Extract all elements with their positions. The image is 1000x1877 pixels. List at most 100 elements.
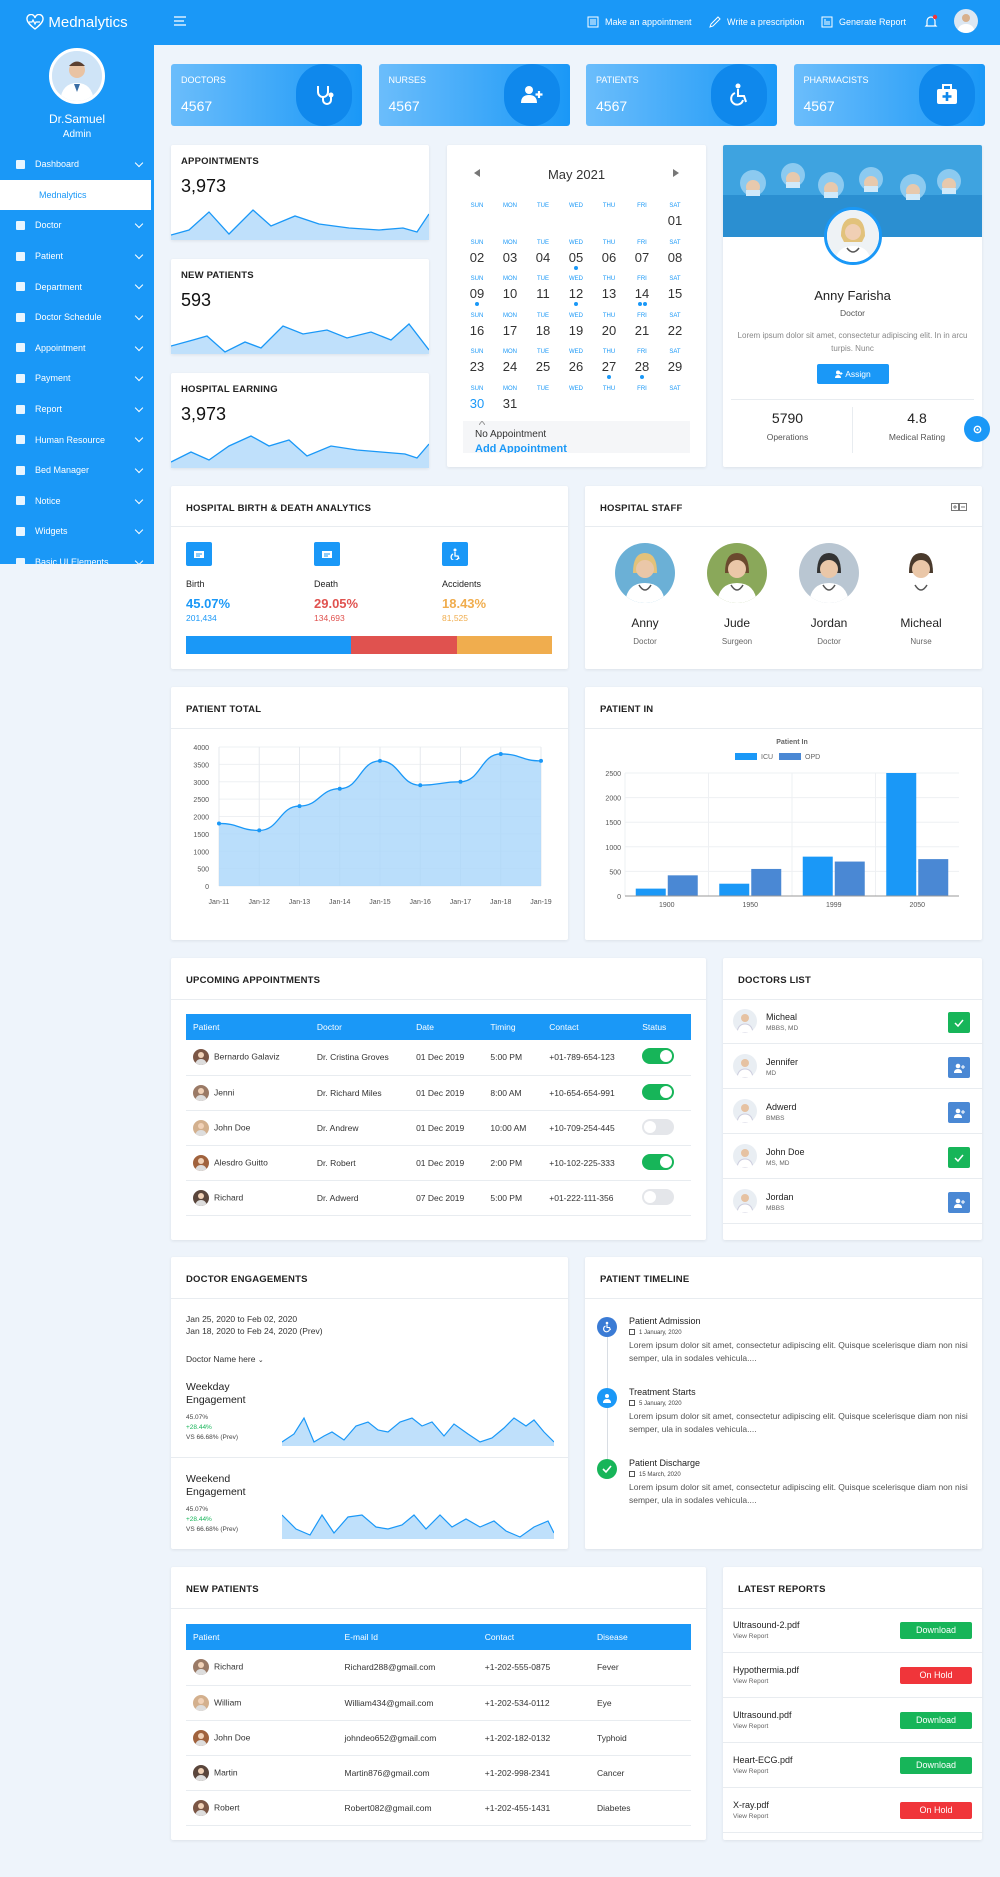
top-avatar[interactable] [954,9,978,33]
on-hold-button[interactable]: On Hold [900,1667,972,1684]
status-toggle[interactable] [642,1118,675,1135]
calendar-day[interactable]: MON 24 [495,349,525,374]
bar-opd[interactable] [918,859,949,896]
report-item[interactable]: Hypothermia.pdf View Report On Hold [723,1653,983,1698]
table-row[interactable]: Jenni Dr. Richard Miles 01 Dec 2019 8:00 AM… [186,1075,691,1111]
on-hold-button[interactable]: On Hold [900,1802,972,1819]
status-toggle[interactable] [642,1048,675,1065]
calendar-day[interactable]: SUN 09 [462,276,492,306]
bar-opd[interactable] [751,868,782,896]
download-button[interactable]: Download [900,1757,972,1774]
calendar-day[interactable]: TUE 11 [528,276,558,301]
view-report-link[interactable]: View Report [733,1678,769,1685]
table-row[interactable]: Richard Dr. Adwerd 07 Dec 2019 5:00 PM +01-2… [186,1180,691,1216]
calendar-day[interactable]: TUE 04 [528,240,558,265]
stat-card-doctors[interactable]: DOCTORS 4567 [171,64,362,126]
calendar-day[interactable]: FRI 07 [627,240,657,265]
sidebar-item-doctor-schedule[interactable]: Doctor Schedule [0,302,154,333]
staff-member-micheal[interactable]: Micheal Nurse [876,543,966,646]
stat-card-patients[interactable]: PATIENTS 4567 [586,64,777,126]
doctor-name-dropdown[interactable]: Doctor Name here ⌄ [186,1354,264,1364]
hamburger-icon[interactable] [174,16,186,26]
sidebar-item-human-resource[interactable]: Human Resource [0,424,154,455]
table-row[interactable]: Robert Robert082@gmail.com +1-202-455-1431… [186,1790,691,1826]
doctor-list-item[interactable]: Jordan MBBS [723,1179,983,1224]
calendar-day[interactable]: WED 26 [561,349,591,374]
assign-doctor-button[interactable] [948,1057,970,1078]
sidebar-item-payment[interactable]: Payment [0,363,154,394]
make-appointment-button[interactable]: Make an appointment [587,16,692,28]
download-button[interactable]: Download [900,1622,972,1639]
bar-icu[interactable] [802,856,833,896]
view-report-link[interactable]: View Report [733,1633,769,1640]
calendar-day[interactable]: SUN 16 [462,313,492,338]
view-report-link[interactable]: View Report [733,1768,769,1775]
data-point[interactable] [498,751,503,756]
table-row[interactable]: John Doe johndeo652@gmail.com +1-202-182-0… [186,1720,691,1756]
next-month-icon[interactable] [673,169,679,177]
stat-card-pharmacists[interactable]: PHARMACISTS 4567 [793,64,985,126]
doctor-list-item[interactable]: Micheal MBBS, MD [723,999,983,1044]
report-item[interactable]: Ultrasound-2.pdf View Report Download [723,1608,983,1653]
staff-member-jude[interactable]: Jude Surgeon [692,543,782,646]
data-point[interactable] [337,786,342,791]
doctor-list-item[interactable]: John Doe MS, MD [723,1134,983,1179]
sidebar-item-doctor[interactable]: Doctor [0,210,154,241]
calendar-day[interactable]: MON 17 [495,313,525,338]
bar-icu[interactable] [886,773,917,896]
calendar-day[interactable]: SAT 08 [660,240,690,265]
sidebar-item-mednalytics[interactable]: Mednalytics [0,179,154,211]
sidebar-item-department[interactable]: Department [0,271,154,302]
data-point[interactable] [418,783,423,788]
status-toggle[interactable] [642,1153,675,1170]
assign-button[interactable]: Assign [817,364,889,384]
doctor-list-item[interactable]: Jennifer MD [723,1044,983,1089]
calendar-day[interactable]: THU 06 [594,240,624,265]
table-row[interactable]: Richard Richard288@gmail.com +1-202-555-08… [186,1650,691,1686]
download-button[interactable]: Download [900,1712,972,1729]
data-point[interactable] [257,828,262,833]
calendar-day[interactable]: WED 05 [561,240,591,270]
bar-icu[interactable] [635,888,666,896]
status-toggle[interactable] [642,1188,675,1205]
expand-icon[interactable] [951,503,967,511]
calendar-day[interactable]: MON 10 [495,276,525,301]
view-report-link[interactable]: View Report [733,1723,769,1730]
calendar-day[interactable]: FRI 14 [627,276,657,306]
generate-report-button[interactable]: Generate Report [821,16,906,28]
calendar-day[interactable]: MON 03 [495,240,525,265]
data-point[interactable] [539,758,543,763]
calendar-day[interactable]: SAT 22 [660,313,690,338]
bar-icu[interactable] [719,883,750,896]
calendar-day[interactable]: TUE 18 [528,313,558,338]
calendar-day[interactable]: THU 13 [594,276,624,301]
data-point[interactable] [378,758,382,763]
table-row[interactable]: John Doe Dr. Andrew 01 Dec 2019 10:00 AM +10… [186,1110,691,1146]
calendar-day[interactable]: SAT 15 [660,276,690,301]
calendar-day[interactable]: SUN 30 [462,386,492,411]
calendar-day[interactable]: SUN 23 [462,349,492,374]
sidebar-item-bed-manager[interactable]: Bed Manager [0,455,154,486]
doctor-list-item[interactable]: Adwerd BMBS [723,1089,983,1134]
prev-month-icon[interactable] [474,169,480,177]
approve-button[interactable] [948,1147,970,1168]
calendar-day[interactable]: FRI 28 [627,349,657,379]
sidebar-item-notice[interactable]: Notice [0,486,154,517]
staff-member-anny[interactable]: Anny Doctor [600,543,690,646]
sidebar-item-appointment[interactable]: Appointment [0,333,154,364]
calendar-day[interactable]: FRI 21 [627,313,657,338]
data-point[interactable] [297,804,302,809]
sidebar-item-widgets[interactable]: Widgets [0,516,154,547]
sidebar-item-dashboard[interactable]: Dashboard [0,149,154,180]
sidebar-item-basic-ui-elements[interactable]: Basic UI Elements [0,547,154,564]
data-point[interactable] [458,779,463,784]
calendar-day[interactable]: TUE 25 [528,349,558,374]
bar-opd[interactable] [667,875,698,896]
logo[interactable]: Mednalytics [0,0,154,44]
sidebar-item-patient[interactable]: Patient [0,241,154,272]
data-point[interactable] [217,821,221,826]
report-item[interactable]: X-ray.pdf View Report On Hold [723,1788,983,1833]
sidebar-item-report[interactable]: Report [0,394,154,425]
status-toggle[interactable] [642,1083,675,1100]
table-row[interactable]: William William434@gmail.com +1-202-534-01… [186,1685,691,1721]
